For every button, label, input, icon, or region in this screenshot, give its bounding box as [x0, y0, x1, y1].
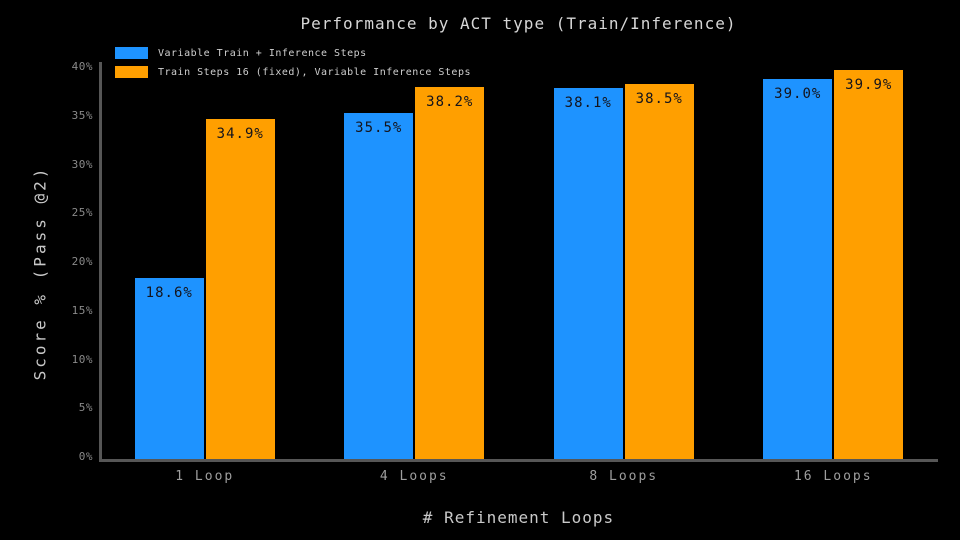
bar-value-label: 18.6%: [145, 284, 193, 301]
chart-title: Performance by ACT type (Train/Inference…: [300, 14, 737, 33]
y-tick-label: 25%: [71, 206, 93, 220]
bar: [834, 69, 904, 459]
legend-swatch-orange: [115, 66, 148, 78]
x-tick-label: 1 Loop: [175, 469, 235, 484]
x-axis-line: [99, 459, 938, 462]
bar-value-label: 39.0%: [774, 85, 822, 102]
y-tick-label: 5%: [78, 401, 93, 415]
y-tick-label: 10%: [71, 352, 93, 366]
bar: [624, 83, 694, 459]
bar: [415, 86, 485, 459]
bar-value-label: 35.5%: [355, 119, 403, 136]
y-tick-label: 0%: [78, 450, 93, 463]
bar-value-label: 34.9%: [216, 125, 264, 142]
x-tick-label: 8 Loops: [589, 469, 659, 484]
bar: [344, 112, 414, 459]
y-axis-title: Score % (Pass @2): [30, 165, 50, 381]
bar-value-label: 38.5%: [635, 90, 683, 107]
y-tick-label: 40%: [71, 60, 93, 73]
x-tick-label: 4 Loops: [379, 469, 449, 484]
legend-item-variable-train: Variable Train + Inference Steps: [115, 47, 471, 59]
bar: [134, 277, 204, 459]
bar: [763, 78, 833, 459]
bar-value-label: 38.1%: [564, 94, 612, 111]
legend-item-fixed-train: Train Steps 16 (fixed), Variable Inferen…: [115, 66, 471, 78]
y-tick-label: 15%: [71, 303, 93, 317]
bar-value-label: 38.2%: [426, 93, 474, 110]
bar-value-label: 39.9%: [845, 76, 893, 93]
y-axis-line: [99, 62, 102, 462]
bar: [205, 118, 275, 459]
legend-label: Variable Train + Inference Steps: [158, 47, 367, 59]
legend-swatch-blue: [115, 47, 148, 59]
y-tick-label: 35%: [71, 108, 93, 122]
y-tick-label: 20%: [71, 255, 93, 268]
x-axis-title: # Refinement Loops: [422, 508, 615, 527]
y-tick-label: 30%: [71, 157, 93, 171]
legend: Variable Train + Inference Steps Train S…: [115, 47, 471, 85]
x-tick-label: 16 Loops: [793, 469, 873, 484]
bar: [553, 87, 623, 459]
legend-label: Train Steps 16 (fixed), Variable Inferen…: [158, 66, 471, 78]
